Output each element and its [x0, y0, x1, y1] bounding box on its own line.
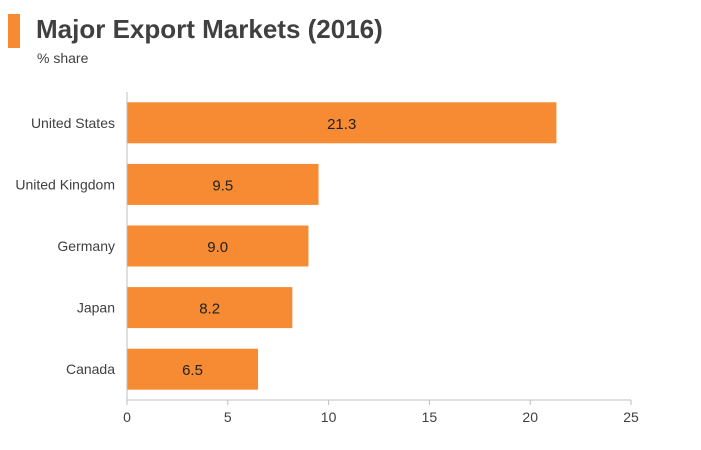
value-label: 9.5	[212, 177, 233, 194]
category-label: United States	[31, 115, 115, 131]
bar-japan	[127, 287, 293, 329]
x-tick-labels-group: 0 5 10 15 20 25	[123, 409, 639, 425]
title-accent-bar	[8, 14, 20, 48]
chart-title: Major Export Markets (2016)	[36, 14, 383, 44]
value-label: 9.0	[207, 239, 228, 256]
category-label: Japan	[77, 300, 115, 316]
bar-united-states	[127, 102, 557, 144]
category-label: United Kingdom	[15, 176, 115, 192]
x-tick-label: 15	[422, 409, 438, 425]
bar-united-kingdom	[127, 163, 319, 205]
bars-group	[127, 102, 557, 390]
category-labels-group: United States United Kingdom Germany Japan C…	[15, 115, 115, 377]
value-labels-group: 21.3 9.5 9.0 8.2 6.5	[182, 116, 356, 379]
axes-group	[126, 92, 632, 405]
category-label: Canada	[66, 361, 115, 377]
value-label: 21.3	[327, 116, 356, 133]
bar-germany	[127, 225, 309, 267]
category-label: Germany	[57, 238, 115, 254]
x-tick-label: 5	[224, 409, 232, 425]
x-tick-label: 25	[623, 409, 639, 425]
x-tick-label: 0	[123, 409, 131, 425]
bar-canada	[127, 348, 259, 390]
x-tick-label: 20	[522, 409, 538, 425]
chart-subtitle: % share	[37, 50, 89, 66]
value-label: 8.2	[199, 301, 220, 318]
x-tick-label: 10	[321, 409, 337, 425]
value-label: 6.5	[182, 362, 203, 379]
